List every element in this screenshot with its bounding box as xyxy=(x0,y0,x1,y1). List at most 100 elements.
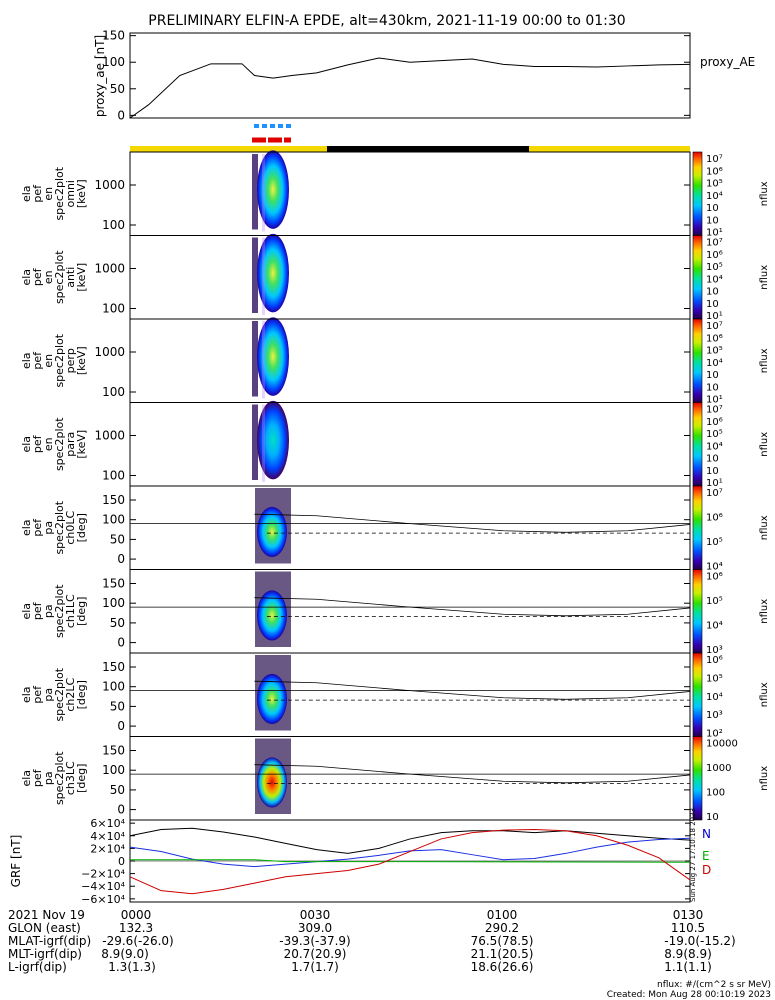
y-tick-label: 100 xyxy=(102,469,125,483)
colorbar-tick-label: 10⁶ xyxy=(706,655,723,666)
colorbar xyxy=(693,403,702,487)
colorbar-tick-label: 10³ xyxy=(706,710,723,721)
y-tick-label: 50 xyxy=(110,783,125,797)
spectrogram-blob xyxy=(257,150,289,228)
y-tick-label: 150 xyxy=(102,493,125,507)
spectrogram-panel: 10⁶10⁵10⁴10³10²nfluxelapefpaspec2plotch2… xyxy=(20,653,770,740)
row-value: 76.5(78.5) xyxy=(471,934,534,948)
panel-frame xyxy=(130,236,690,320)
proxy-ae-ylabel: proxy_ae [nT] xyxy=(93,35,107,117)
spectrogram-blob xyxy=(257,401,289,479)
y-tick-label: 4×10⁴ xyxy=(90,830,125,843)
colorbar-tick-label: 10⁴ xyxy=(706,274,723,285)
colorbar-tick-label: 10⁴ xyxy=(706,692,723,703)
proxy-ae-frame xyxy=(130,33,690,118)
y-tick-label: 50 xyxy=(110,532,125,546)
colorbar-tick-label: 10⁲ xyxy=(706,382,719,393)
row-value: 1.7(1.7) xyxy=(291,960,339,974)
row-value: 21.1(20.5) xyxy=(471,947,534,961)
spectrogram-blob xyxy=(257,317,289,395)
panel-ylabel: [deg] xyxy=(75,513,88,542)
colorbar-tick-label: 10⁵ xyxy=(706,429,723,440)
colorbar-tick-label: 10⁵ xyxy=(706,596,723,607)
ephemeris-table: 2021 Nov 19 0000 0030 0100 0130 GLON (ea… xyxy=(0,908,775,1000)
orbit-bar-yellow-left xyxy=(130,146,327,152)
colorbar xyxy=(693,486,702,570)
y-tick-label: −2×10⁴ xyxy=(81,868,125,881)
row-value: 8.9(9.0) xyxy=(101,947,149,961)
mlat-row: MLAT-igrf(dip) -29.6(-26.0) -39.3(-37.9)… xyxy=(0,934,775,947)
colorbar xyxy=(693,236,702,320)
colorbar-tick-label: 10⁲ xyxy=(706,299,719,310)
grf-n-line xyxy=(130,828,690,853)
colorbar-label: nflux xyxy=(759,599,770,624)
y-tick-label: 100 xyxy=(102,385,125,399)
row-value: 18.6(26.6) xyxy=(471,960,534,974)
spectrogram-panel: 10⁷10⁶ 10⁵10⁴10⁳10⁲ 10¹ nflux elapefenspec2p… xyxy=(20,401,770,489)
row-value: 1.3(1.3) xyxy=(108,960,156,974)
orbit-bar-yellow-right xyxy=(529,146,690,152)
time-tick: 0030 xyxy=(300,908,331,922)
y-tick-label: 0 xyxy=(117,719,125,733)
colorbar-tick-label: 10⁵ xyxy=(706,673,723,684)
y-tick-label: 100 xyxy=(102,596,125,610)
colorbar-label: nflux xyxy=(759,181,770,206)
panel-frame xyxy=(130,403,690,487)
row-value: 1.1(1.1) xyxy=(664,960,712,974)
row-value: -19.0(-15.2) xyxy=(664,934,735,948)
row-value: -39.3(-37.9) xyxy=(279,934,350,948)
colorbar-tick-label: 10⁷ xyxy=(706,405,723,416)
y-tick-label: 150 xyxy=(102,660,125,674)
mlt-row: MLT-igrf(dip) 8.9(9.0) 20.7(20.9) 21.1(2… xyxy=(0,947,775,960)
panel-ylabel: [keV] xyxy=(75,179,88,208)
colorbar-tick-label: 1000 xyxy=(706,763,731,774)
y-tick-label: 0 xyxy=(117,108,125,122)
colorbar-tick-label: 10⁶ xyxy=(706,250,723,261)
panel-frame xyxy=(130,653,690,737)
colorbar-tick-label: 10⁲ xyxy=(706,466,719,477)
panel-frame xyxy=(130,152,690,236)
y-tick-label: 6×10⁴ xyxy=(90,817,125,830)
spectrogram-blob xyxy=(257,234,289,312)
y-tick-label: −4×10⁴ xyxy=(81,880,125,893)
colorbar-tick-label: 10⁴ xyxy=(706,621,723,632)
grf-ylabel: GRF [nT] xyxy=(9,835,23,888)
panel-frame xyxy=(130,319,690,403)
y-tick-label: 0 xyxy=(117,636,125,650)
y-tick-label: 1000 xyxy=(94,262,125,276)
y-tick-label: 150 xyxy=(102,744,125,758)
colorbar-label: nflux xyxy=(759,265,770,290)
colorbar xyxy=(693,570,702,654)
spectrogram-panel: 10⁷10⁶ 10⁵10⁴10⁳10⁲ 10¹ nflux elapefenspec2p… xyxy=(20,150,770,238)
spectrogram-stripe xyxy=(262,321,265,399)
y-tick-label: 1000 xyxy=(94,178,125,192)
colorbar-tick-label: 10⁶ xyxy=(706,333,723,344)
panel-ylabel: [keV] xyxy=(75,346,88,375)
row-label: GLON (east) xyxy=(8,921,81,935)
colorbar-label: nflux xyxy=(759,432,770,457)
y-tick-label: 1000 xyxy=(94,345,125,359)
colorbar-tick-label: 10⁶ xyxy=(706,166,723,177)
panel-frame xyxy=(130,737,690,821)
time-tick: 0100 xyxy=(487,908,518,922)
colorbar-tick-label: 10⁶ xyxy=(706,513,723,524)
colorbar-tick-label: 10⁶ xyxy=(706,572,723,583)
row-value: -29.6(-26.0) xyxy=(102,934,173,948)
y-tick-label: 100 xyxy=(102,513,125,527)
proxy-ae-panel: 050100150 proxy_AE proxy_ae [nT] xyxy=(93,29,755,123)
colorbar-tick-label: 10⁵ xyxy=(706,262,723,273)
panel-ylabel: [keV] xyxy=(75,430,88,459)
y-tick-label: 100 xyxy=(102,218,125,232)
colorbar-tick-label: 10⁳ xyxy=(706,370,719,381)
y-tick-label: 0 xyxy=(117,803,125,817)
colorbar-tick-label: 10⁵ xyxy=(706,346,723,357)
colorbar-tick-label: 10⁳ xyxy=(706,287,719,298)
spectrogram-stripe xyxy=(262,238,265,316)
colorbar-tick-label: 10000 xyxy=(706,739,738,750)
y-tick-label: −6×10⁴ xyxy=(81,893,125,906)
y-tick-label: 50 xyxy=(110,616,125,630)
y-tick-label: 0 xyxy=(117,552,125,566)
time-tick: 0000 xyxy=(121,908,152,922)
row-value: 132.3 xyxy=(119,921,153,935)
spectrogram-panel: 10⁷10⁶10⁵10⁴nfluxelapefpaspec2plotch0LC[… xyxy=(20,486,770,573)
